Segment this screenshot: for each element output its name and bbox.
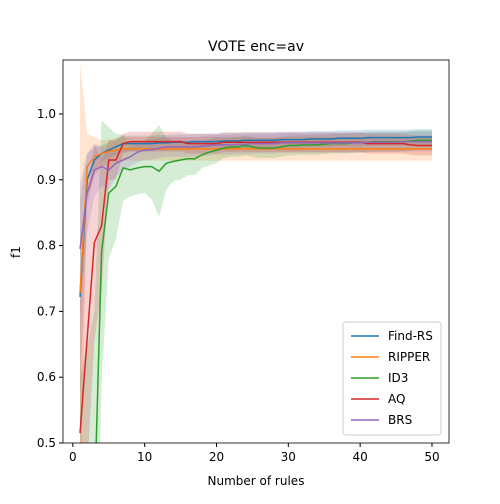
x-tick-label: 40: [353, 450, 368, 464]
y-tick-label: 0.9: [37, 173, 56, 187]
y-tick-label: 0.7: [37, 304, 56, 318]
line: [79, 136, 432, 297]
legend-box: [342, 321, 442, 436]
chart-title: VOTE enc=av: [208, 39, 304, 55]
plot-area: [79, 62, 432, 443]
x-axis-label: Number of rules: [208, 474, 305, 488]
legend-label: BRS: [388, 413, 412, 427]
legend-label: Find-RS: [388, 329, 433, 343]
line: [79, 140, 432, 249]
x-tick-label: 30: [281, 450, 296, 464]
plot-frame: [62, 59, 450, 444]
legend-label: ID3: [388, 371, 408, 385]
error-band: [80, 120, 432, 443]
error-band: [80, 131, 432, 443]
error-band: [80, 131, 432, 315]
error-band: [80, 62, 432, 443]
y-tick-label: 1.0: [37, 107, 56, 121]
y-tick-label: 0.8: [37, 239, 56, 253]
line: [79, 140, 432, 434]
x-tick-label: 10: [137, 450, 152, 464]
x-tick-label: 50: [424, 450, 439, 464]
y-axis-label: f1: [9, 246, 23, 258]
x-tick-label: 20: [209, 450, 224, 464]
line: [79, 148, 432, 294]
y-tick-label: 0.5: [37, 436, 56, 450]
legend-label: AQ: [388, 392, 405, 406]
x-tick-label: 0: [69, 450, 77, 464]
y-tick-label: 0.6: [37, 370, 56, 384]
legend-label: RIPPER: [388, 350, 430, 364]
